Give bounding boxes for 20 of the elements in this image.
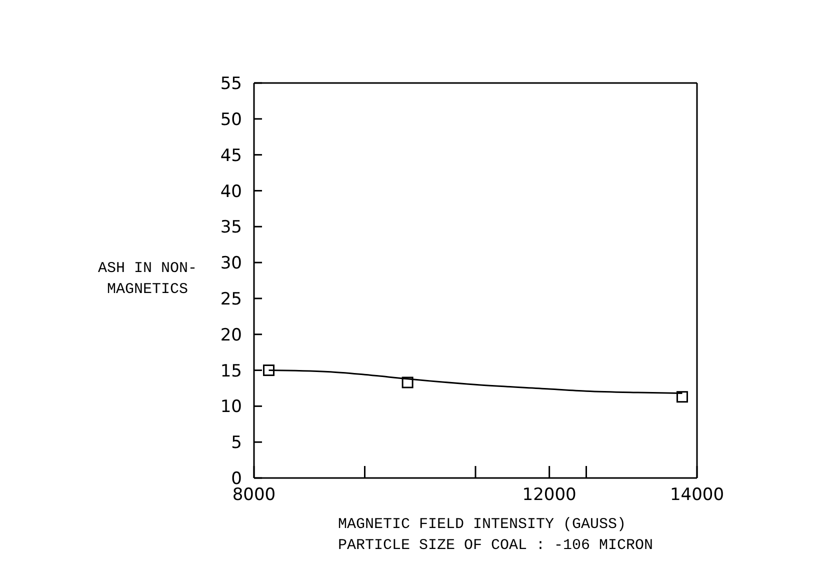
- y-tick-label: 55: [220, 74, 242, 94]
- text: PARTICLE SIZE OF COAL : -106 MICRON: [338, 536, 654, 556]
- y-tick-label: 30: [220, 254, 242, 274]
- point: [402, 376, 414, 388]
- y-tick-label: 10: [220, 397, 242, 418]
- y-tick-label: 50: [220, 110, 242, 130]
- x-tick-label: 12000: [522, 485, 576, 506]
- x-tick-label: 14000: [670, 485, 724, 506]
- y-tick-label: 15: [220, 361, 242, 382]
- point: [676, 391, 688, 403]
- y-tick-label: 35: [220, 218, 242, 238]
- point: [263, 364, 275, 376]
- y-axis-title: ASH IN NON- MAGNETICS: [98, 259, 198, 300]
- y-tick-label: 20: [220, 325, 242, 346]
- x-tick-label: 8000: [232, 485, 276, 506]
- y-tick-label: 5: [231, 433, 242, 454]
- x-axis-title: MAGNETIC FIELD INTENSITY (GAUSS): [338, 515, 628, 535]
- y-tick-label: 40: [220, 182, 242, 202]
- y-tick-label: 45: [220, 146, 242, 166]
- y-tick-label: 25: [220, 289, 242, 310]
